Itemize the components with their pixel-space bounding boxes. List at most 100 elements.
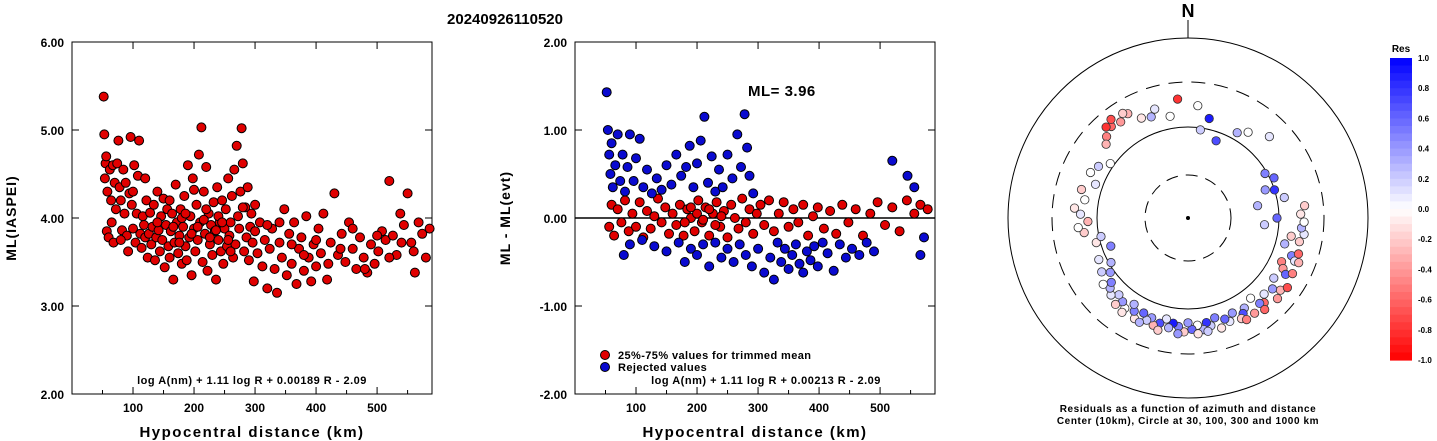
data-point bbox=[396, 237, 407, 248]
data-point bbox=[128, 186, 138, 197]
x-tick-label: 100 bbox=[626, 401, 646, 415]
data-point bbox=[119, 208, 130, 219]
station-point bbox=[1232, 128, 1242, 138]
data-point bbox=[656, 184, 667, 195]
data-point bbox=[605, 169, 616, 179]
data-point bbox=[274, 217, 285, 228]
data-point bbox=[656, 217, 667, 228]
station-point bbox=[1293, 249, 1304, 259]
colorbar-tick-label: 0.4 bbox=[1418, 145, 1430, 154]
station-point bbox=[1110, 299, 1121, 309]
data-point bbox=[631, 221, 641, 232]
data-point bbox=[296, 232, 307, 243]
station-point bbox=[1173, 329, 1183, 339]
data-point bbox=[674, 199, 685, 210]
x-tick-label: 200 bbox=[184, 401, 204, 415]
station-point bbox=[1243, 127, 1253, 137]
data-point bbox=[198, 186, 209, 197]
data-point bbox=[408, 246, 419, 257]
station-point bbox=[1267, 284, 1278, 294]
station-point bbox=[1173, 94, 1183, 104]
data-point bbox=[313, 223, 324, 234]
data-point bbox=[755, 199, 766, 210]
data-point bbox=[243, 255, 254, 266]
data-point bbox=[722, 243, 733, 254]
x-tick-label: 500 bbox=[367, 401, 387, 415]
data-point bbox=[660, 202, 671, 213]
data-point bbox=[865, 208, 876, 219]
data-point bbox=[159, 262, 170, 273]
data-point bbox=[201, 162, 212, 172]
magnitude-y-label: ML(IASPEI) bbox=[3, 175, 19, 260]
station-point bbox=[1264, 132, 1275, 142]
data-point bbox=[631, 153, 641, 164]
station-point bbox=[1146, 112, 1156, 122]
colorbar-cell bbox=[1390, 261, 1412, 270]
colorbar-cell bbox=[1390, 337, 1412, 346]
data-point bbox=[894, 226, 905, 237]
station-point bbox=[1203, 326, 1213, 336]
data-point bbox=[667, 208, 678, 219]
ring-1000km bbox=[1007, 37, 1369, 399]
y-tick-label: 2.00 bbox=[41, 388, 65, 402]
data-point bbox=[915, 199, 926, 210]
data-point bbox=[628, 176, 639, 186]
data-point bbox=[136, 242, 147, 253]
station-point bbox=[1096, 231, 1106, 242]
station-point bbox=[1294, 237, 1305, 247]
data-point bbox=[286, 258, 297, 269]
data-point bbox=[118, 164, 129, 175]
data-point bbox=[284, 228, 295, 239]
station-point bbox=[1153, 325, 1163, 335]
colorbar-cell bbox=[1390, 163, 1412, 172]
data-point bbox=[627, 208, 638, 219]
data-point bbox=[101, 151, 112, 162]
residual-formula: log A(nm) + 1.11 log R + 0.00213 R - 2.0… bbox=[651, 375, 881, 387]
data-point bbox=[322, 274, 333, 285]
data-point bbox=[798, 267, 809, 278]
data-point bbox=[229, 164, 240, 175]
data-point bbox=[746, 261, 757, 272]
data-point bbox=[146, 239, 157, 250]
station-point bbox=[1105, 267, 1115, 277]
data-point bbox=[646, 188, 657, 199]
data-point bbox=[373, 246, 384, 257]
data-point bbox=[413, 217, 424, 228]
data-point bbox=[152, 217, 163, 228]
data-point bbox=[651, 173, 662, 184]
station-point bbox=[1260, 304, 1270, 315]
station-point bbox=[1101, 122, 1111, 132]
data-point bbox=[196, 122, 207, 133]
station-point bbox=[1139, 308, 1149, 318]
data-point bbox=[673, 237, 684, 248]
data-point bbox=[847, 243, 857, 254]
data-point bbox=[335, 243, 346, 254]
data-point bbox=[706, 151, 717, 162]
residual-y-label: ML - ML(evt) bbox=[497, 171, 513, 265]
station-point bbox=[1091, 238, 1101, 248]
data-point bbox=[664, 228, 674, 239]
data-point bbox=[642, 164, 652, 175]
data-point bbox=[220, 204, 231, 215]
data-point bbox=[276, 252, 287, 263]
data-point bbox=[223, 235, 234, 245]
data-point bbox=[695, 135, 706, 146]
station-point bbox=[1134, 317, 1145, 327]
data-point bbox=[318, 208, 329, 219]
data-point bbox=[776, 257, 787, 267]
data-point bbox=[703, 177, 713, 188]
data-point bbox=[609, 230, 620, 241]
data-point bbox=[684, 140, 695, 151]
data-point bbox=[237, 202, 248, 213]
data-point bbox=[247, 237, 258, 248]
station-point bbox=[1217, 323, 1227, 333]
data-point bbox=[642, 206, 652, 216]
data-point bbox=[704, 230, 715, 241]
data-point bbox=[186, 270, 197, 281]
station-point bbox=[1116, 117, 1126, 127]
station-point bbox=[1210, 313, 1220, 323]
data-point bbox=[679, 217, 690, 228]
data-point bbox=[693, 195, 704, 206]
data-point bbox=[620, 186, 630, 197]
y-tick-label: 3.00 bbox=[41, 300, 65, 314]
